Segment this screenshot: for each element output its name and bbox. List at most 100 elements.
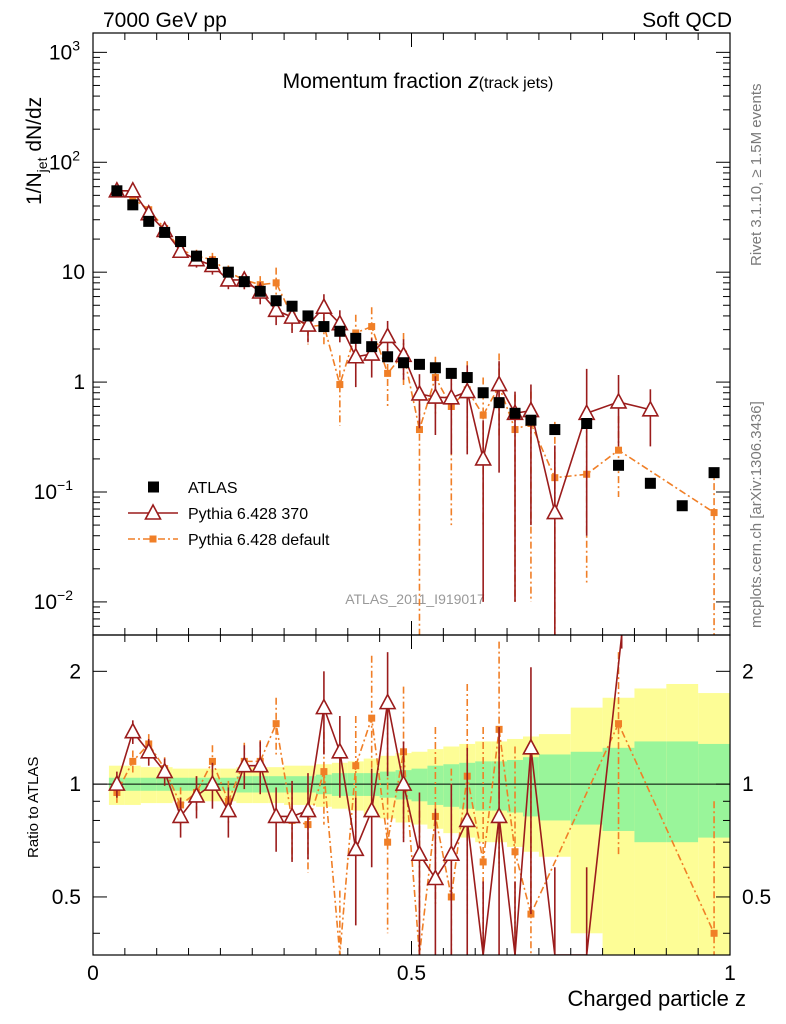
pythia-default-marker [615,446,623,454]
ratio-pythia-default-marker [416,1006,423,1013]
legend-label: Pythia 6.428 default [188,532,330,549]
legend-label: ATLAS [188,480,238,497]
ratio-pythia-370-marker [251,755,270,773]
atlas-data-point [238,276,250,288]
atlas-data-point [222,266,234,278]
pythia-370-marker [545,502,564,520]
atlas-data-point [644,477,656,489]
ratio-pythia-370-marker [394,774,413,791]
ratio-pythia-370-marker [187,786,206,803]
pythia-370-marker [362,344,381,361]
ratio-y-axis-label: Ratio to ATLAS [25,757,42,858]
ratio-pythia-370-marker [139,742,158,759]
atlas-data-point [613,459,625,471]
pythia-370-marker [219,270,238,287]
ratio-pythia-370-marker [203,774,222,791]
y-tick-label: 10 [62,261,85,284]
y-tick-label: 10−2 [34,587,74,614]
ratio-pythia-370-marker [508,1002,523,1016]
ratio-pythia-370-marker [426,868,445,886]
atlas-data-point [191,250,203,262]
pythia-370-marker [378,326,397,344]
ratio-tick-label-right: 1 [742,773,754,796]
ratio-pythia-370-marker [283,806,301,824]
atlas-data-point [708,467,720,479]
ratio-tick-label-right: 0.5 [742,886,771,909]
atlas-data-point [461,372,473,384]
pythia-default-marker [368,323,376,331]
atlas-data-point [581,417,593,429]
atlas-data-point [286,300,298,312]
pythia-370-marker [267,300,285,318]
atlas-data-point [206,257,218,269]
ratio-pythia-default-marker [615,720,623,728]
pythia-370-marker [474,449,492,466]
ratio-tick-label-left: 0.5 [52,886,81,909]
atlas-data-point [143,215,155,227]
ratio-pythia-370-marker [108,774,126,791]
ratio-pythia-370-marker [410,844,429,862]
atlas-data-point [111,185,123,197]
band-inner-bin [666,741,699,843]
atlas-data-point [398,357,410,369]
ratio-pythia-default-marker [511,848,519,856]
analysis-watermark: ATLAS_2011_I919017 [345,591,485,607]
ratio-pythia-370-marker [362,800,381,818]
pythia-370-marker [490,374,508,392]
ratio-pythia-370-marker [235,755,254,773]
ratio-pythia-370-marker [219,800,238,818]
ratio-pythia-370-marker [458,810,477,828]
pythia-370-marker [577,403,596,421]
ratio-pythia-default-marker [129,757,137,765]
x-tick-label: 0 [87,962,99,985]
ratio-pythia-default-marker [710,929,718,937]
x-axis-label: Charged particle z [567,986,746,1011]
atlas-data-point [493,397,505,409]
y-tick-label: 1 [73,371,85,394]
atlas-data-point [549,424,561,436]
atlas-data-point [509,407,521,419]
legend-label: Pythia 6.428 370 [188,506,308,523]
pythia-370-marker [315,297,333,315]
atlas-data-point [413,358,425,370]
pythia-default-line [116,189,715,514]
band-inner-bin [570,751,603,825]
ratio-pythia-370-marker [579,972,594,986]
band-inner-bin [475,761,492,811]
ratio-pythia-default-marker [336,966,343,973]
pythia-370-marker [171,241,190,259]
atlas-data-point [525,414,537,426]
ratio-pythia-default-marker [384,838,392,846]
ratio-pythia-default-marker [352,762,360,770]
legend-pythia-370-marker [144,503,162,520]
pythia-370-marker [123,181,142,198]
ratio-tick-label-left: 1 [69,773,81,796]
pythia-370-marker [346,347,365,364]
pythia-default-marker [336,381,344,389]
pythia-370-marker [522,400,540,418]
atlas-data-point [270,295,282,307]
ratio-pythia-370-marker [490,806,508,824]
ratio-pythia-370-marker [378,692,397,710]
ratio-pythia-370-marker [267,806,285,824]
ratio-pythia-370-marker [171,806,190,824]
ratio-pythia-370-marker [476,1002,491,1016]
ratio-pythia-370-marker [315,697,333,715]
pythia-370-marker [609,392,628,409]
pythia-370-marker [283,307,301,324]
band-inner-bin [411,768,428,802]
ratio-pythia-default-marker [208,757,216,765]
ratio-pythia-370-marker [331,742,349,759]
band-inner-bin [507,759,523,813]
pythia-370-marker [458,381,477,399]
header-energy-label: 7000 GeV pp [103,9,227,32]
y-axis-label: 1/Njet dN/dz [23,97,50,205]
y-tick-label: 103 [49,37,80,64]
pythia-default-marker [415,426,423,434]
atlas-data-point [477,387,489,399]
y-tick-label: 10−1 [34,477,74,504]
pythia-370-marker [299,315,317,332]
atlas-data-point [445,367,457,379]
ratio-pythia-370-marker [346,839,365,857]
legend-atlas-marker [148,481,159,493]
